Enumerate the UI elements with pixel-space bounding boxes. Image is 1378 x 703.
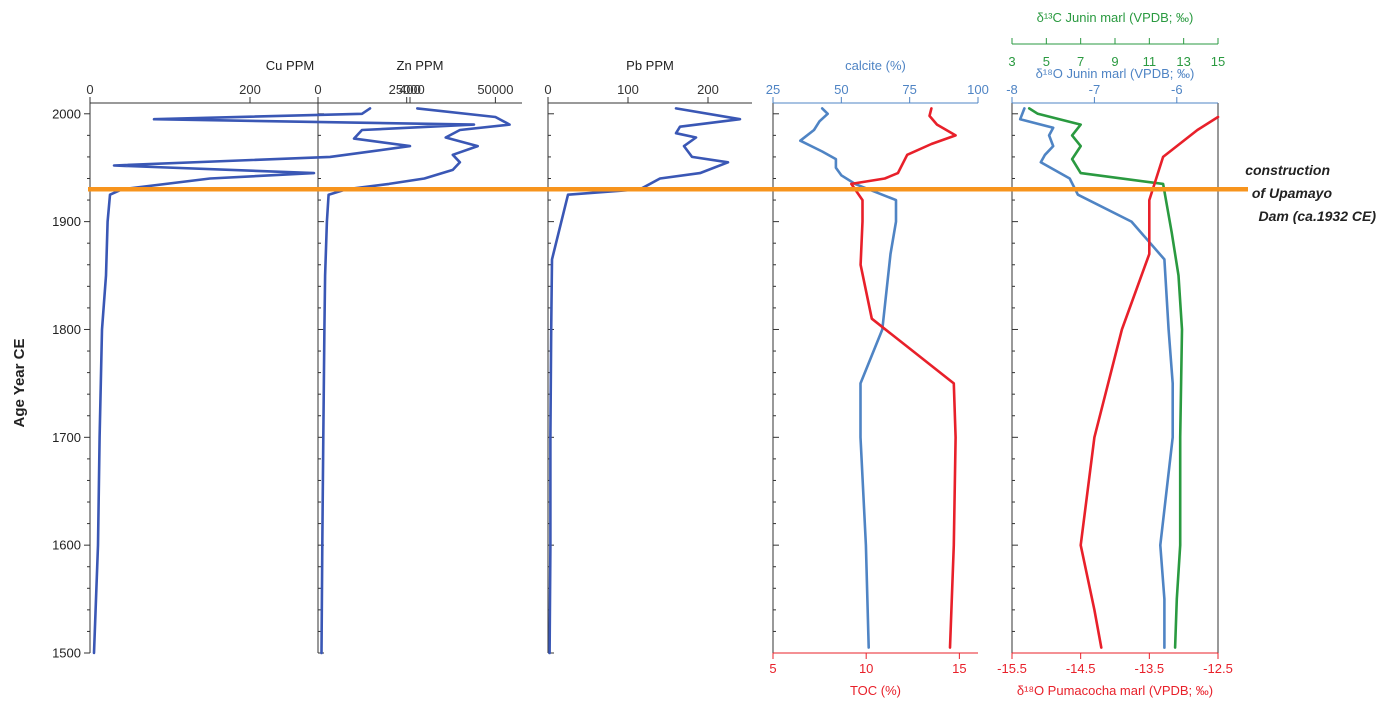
series-line-pb	[548, 107, 742, 655]
pb-axis-tick-label: 0	[544, 82, 551, 97]
isotopes-d13c-axis-tick-label: 13	[1176, 54, 1190, 69]
isotopes-d13c-axis-tick-label: 3	[1008, 54, 1015, 69]
calcite-axis-tick-label: 100	[967, 82, 989, 97]
pb-axis-title: Pb PPM	[626, 58, 674, 73]
y-tick-label: 2000	[52, 106, 81, 121]
isotopes-pumacocha-axis-tick-label: -13.5	[1135, 661, 1165, 676]
calcite-axis-tick-label: 50	[834, 82, 848, 97]
cu-axis-tick-label: 0	[86, 82, 93, 97]
series-line-zn	[320, 107, 511, 655]
series-line-cu	[92, 107, 476, 655]
zn-axis-tick-label: 0	[314, 82, 321, 97]
series-line-isotopes-d18o-pumacocha	[1079, 115, 1220, 649]
cu-axis-tick-label: 200	[239, 82, 261, 97]
isotopes-d13c-axis-tick-label: 15	[1211, 54, 1225, 69]
isotopes-pumacocha-axis-tick-label: -15.5	[997, 661, 1027, 676]
zn-axis-title: Zn PPM	[397, 58, 444, 73]
series-line-isotopes-d18o-junin	[1018, 107, 1174, 649]
isotopes-pumacocha-axis-title: δ¹⁸O Pumacocha marl (VPDB; ‰)	[1017, 683, 1213, 698]
y-tick-label: 1500	[52, 646, 81, 661]
toc-axis-tick-label: 5	[769, 661, 776, 676]
isotopes-d18o-axis-tick-label: -7	[1089, 82, 1101, 97]
isotopes-d18o-axis-tick-label: -8	[1006, 82, 1018, 97]
toc-axis-tick-label: 10	[859, 661, 873, 676]
isotopes-pumacocha-axis-tick-label: -12.5	[1203, 661, 1233, 676]
calcite-axis-tick-label: 25	[766, 82, 780, 97]
y-axis-title: Age Year CE	[11, 339, 28, 428]
isotopes-d18o-axis-tick-label: -6	[1171, 82, 1183, 97]
toc-axis-title: TOC (%)	[850, 683, 901, 698]
isotopes-d13c-axis-tick-label: 7	[1077, 54, 1084, 69]
isotopes-d18o-axis-title: δ¹⁸O Junin marl (VPDB; ‰)	[1036, 66, 1195, 81]
series-line-calcite_toc-calcite	[798, 107, 898, 649]
y-tick-label: 1700	[52, 430, 81, 445]
series-line-isotopes-d13c-junin	[1027, 107, 1184, 649]
cu-axis-title: Cu PPM	[266, 58, 314, 73]
isotopes-d13c-axis-tick-label: 5	[1043, 54, 1050, 69]
event-label-line-1: construction	[1245, 162, 1330, 178]
event-label-line-3: Dam (ca.1932 CE)	[1258, 208, 1376, 224]
y-tick-label: 1600	[52, 538, 81, 553]
y-tick-label: 1800	[52, 322, 81, 337]
pb-axis-tick-label: 100	[617, 82, 639, 97]
cu-axis-tick-label: 400	[399, 82, 421, 97]
isotopes-d13c-axis-title: δ¹³C Junin marl (VPDB; ‰)	[1037, 10, 1194, 25]
calcite-axis-title: calcite (%)	[845, 58, 906, 73]
pb-axis-tick-label: 200	[697, 82, 719, 97]
zn-axis-tick-label: 25000	[389, 82, 425, 97]
y-tick-label: 1900	[52, 214, 81, 229]
isotopes-d13c-axis-tick-label: 11	[1143, 54, 1157, 69]
series-line-calcite_toc-toc	[849, 107, 957, 649]
toc-axis-tick-label: 15	[952, 661, 966, 676]
series-layer	[92, 107, 1220, 655]
isotopes-pumacocha-axis-tick-label: -14.5	[1066, 661, 1096, 676]
zn-axis-tick-label: 50000	[477, 82, 513, 97]
calcite-axis-tick-label: 75	[902, 82, 916, 97]
event-label-line-2: of Upamayo	[1252, 185, 1333, 201]
isotopes-d13c-axis-tick-label: 9	[1111, 54, 1118, 69]
